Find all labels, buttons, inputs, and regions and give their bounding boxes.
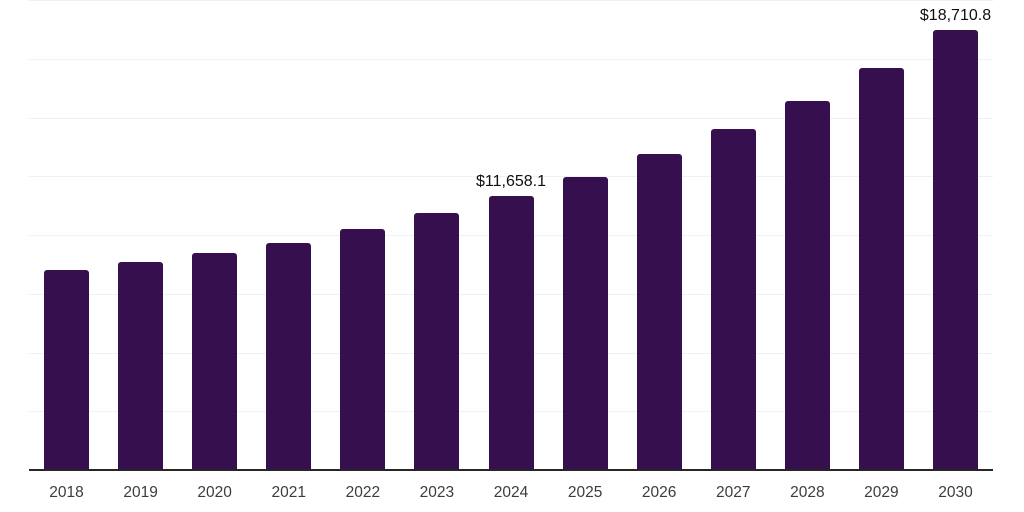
x-axis-label-2023: 2023 (419, 484, 455, 501)
x-axis-label-2026: 2026 (641, 484, 677, 501)
bar-2025 (562, 176, 608, 470)
bar-2024 (488, 196, 534, 470)
x-axis-line (29, 469, 993, 471)
x-axis-label-2024: 2024 (493, 484, 529, 501)
bar-2018 (44, 270, 89, 470)
bar-2027 (710, 129, 756, 470)
bar-2026 (636, 153, 682, 470)
gridline (29, 0, 993, 1)
x-axis-label-2019: 2019 (123, 484, 158, 501)
value-label-2030: $18,710.8 (919, 7, 992, 25)
plot-area: $11,658.1 $18,710.8 (29, 0, 993, 470)
x-axis: 2018 2019 2020 2021 2022 2023 2024 2025 2026 2027… (29, 471, 993, 512)
bar-2029 (858, 68, 904, 470)
bar-2028 (784, 101, 830, 470)
bar-2021 (266, 243, 312, 470)
gridline (29, 117, 993, 119)
bar-2030 (933, 30, 978, 470)
bar-2020 (192, 253, 238, 470)
x-axis-label-2025: 2025 (567, 484, 603, 501)
x-axis-label-2027: 2027 (716, 484, 751, 501)
x-axis-label-2030: 2030 (938, 484, 973, 501)
x-axis-label-2022: 2022 (345, 484, 381, 501)
bar-2022 (340, 228, 386, 470)
x-axis-label-2028: 2028 (790, 484, 825, 501)
x-axis-label-2020: 2020 (197, 484, 232, 501)
gridline (29, 176, 993, 178)
x-axis-label-2021: 2021 (271, 484, 306, 501)
bar-2019 (118, 262, 164, 470)
bar-2023 (414, 212, 460, 470)
x-axis-label-2029: 2029 (864, 484, 899, 501)
x-axis-label-2018: 2018 (49, 484, 84, 501)
value-label-2024: $11,658.1 (476, 173, 546, 191)
gridline (29, 58, 993, 60)
